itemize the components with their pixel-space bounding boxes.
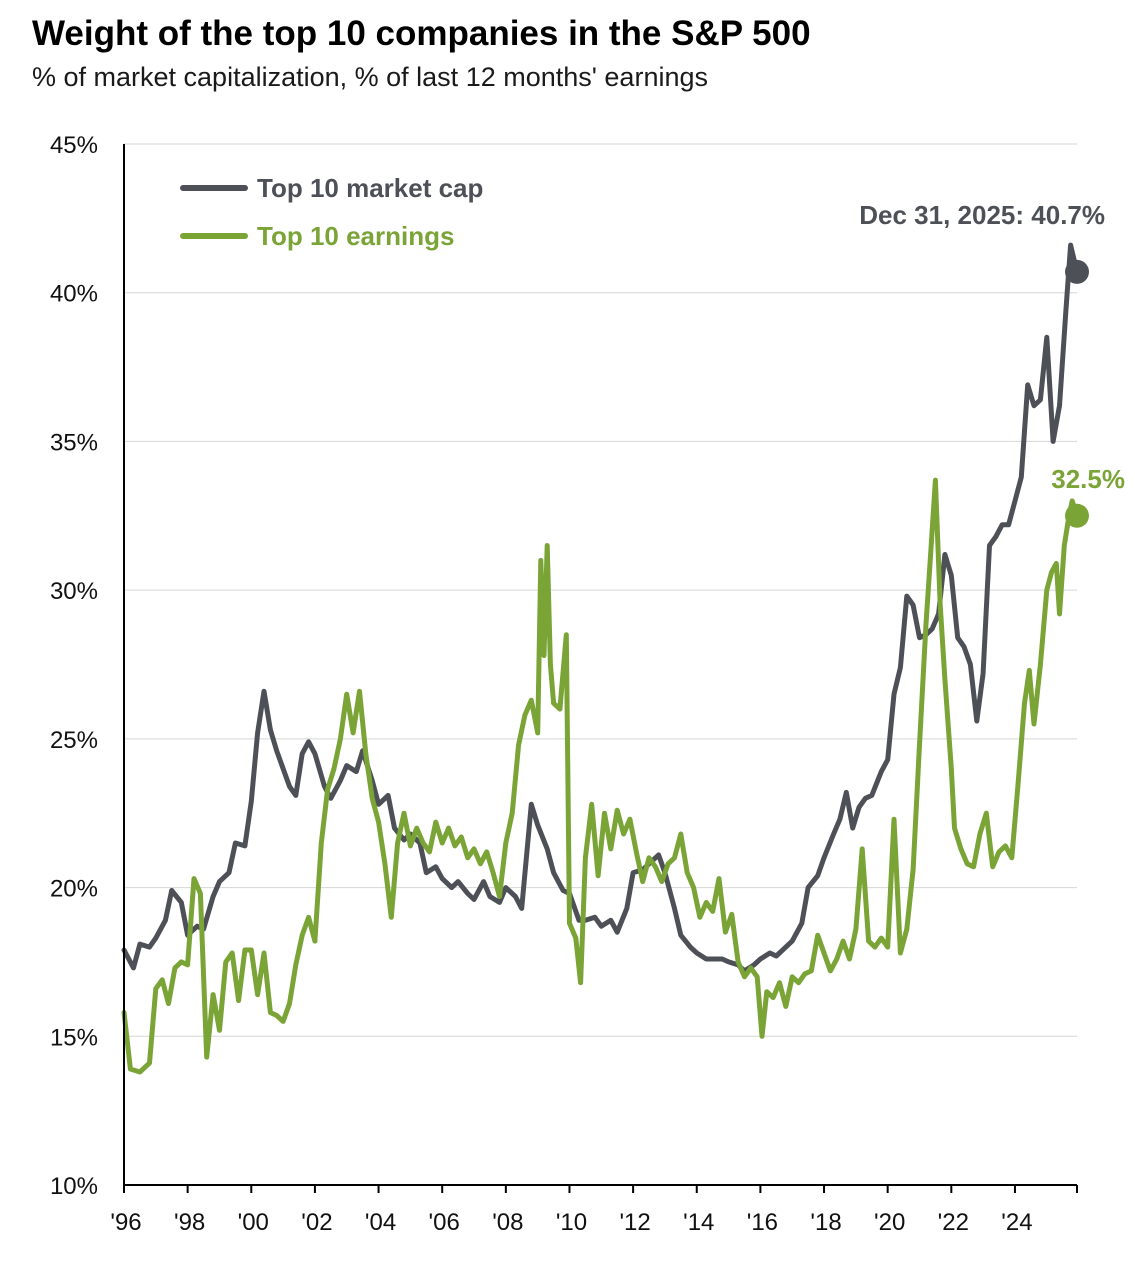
x-tick-label: '98 xyxy=(174,1209,205,1236)
axes xyxy=(123,144,1078,1193)
x-tick-label: '10 xyxy=(556,1209,587,1236)
x-tick-label: '22 xyxy=(938,1209,969,1236)
chart-subtitle: % of market capitalization, % of last 12… xyxy=(32,62,708,92)
y-tick-label: 15% xyxy=(50,1024,98,1051)
x-tick-label: '14 xyxy=(683,1209,714,1236)
y-tick-label: 10% xyxy=(50,1173,98,1200)
earnings-line xyxy=(121,477,1080,1075)
market-cap-endpoint-marker xyxy=(1065,259,1089,284)
gridlines xyxy=(124,143,1077,1037)
x-tick-label: '04 xyxy=(365,1209,396,1236)
y-tick-label: 35% xyxy=(50,429,98,456)
market-cap-endpoint-label: Dec 31, 2025: 40.7% xyxy=(859,200,1105,230)
y-tick-label: 30% xyxy=(50,578,98,605)
x-tick-label: '00 xyxy=(238,1209,269,1236)
x-tick-label: '18 xyxy=(810,1209,841,1236)
earnings-endpoint-label: 32.5% xyxy=(1051,464,1125,494)
legend-label-market-cap: Top 10 market cap xyxy=(257,173,483,203)
earnings-endpoint-marker xyxy=(1065,503,1089,528)
y-axis-tick-labels: 10% 15% 20% 25% 30% 35% 40% 45% xyxy=(50,132,98,1200)
x-tick-label: '20 xyxy=(874,1209,905,1236)
y-tick-label: 25% xyxy=(50,727,98,754)
end-point-annotations: Dec 31, 2025: 40.7% 32.5% xyxy=(859,200,1125,528)
y-tick-label: 45% xyxy=(50,132,98,159)
legend-label-earnings: Top 10 earnings xyxy=(257,221,454,251)
x-tick-label: '02 xyxy=(301,1209,332,1236)
x-tick-label: '96 xyxy=(110,1209,141,1236)
x-axis-tick-labels: '96 '98 '00 '02 '04 '06 '08 '10 '12 '14 '16 '18 '20 '… xyxy=(110,1209,1032,1236)
x-tick-label: '16 xyxy=(747,1209,778,1236)
y-tick-label: 20% xyxy=(50,876,98,903)
x-tick-label: '08 xyxy=(492,1209,523,1236)
series-lines xyxy=(121,242,1080,1075)
y-tick-label: 40% xyxy=(50,281,98,308)
x-tick-label: '12 xyxy=(619,1209,650,1236)
chart-title: Weight of the top 10 companies in the S&… xyxy=(32,14,811,53)
legend: Top 10 market cap Top 10 earnings xyxy=(180,173,483,251)
x-tick-label: '06 xyxy=(429,1209,460,1236)
x-tick-label: '24 xyxy=(1001,1209,1032,1236)
